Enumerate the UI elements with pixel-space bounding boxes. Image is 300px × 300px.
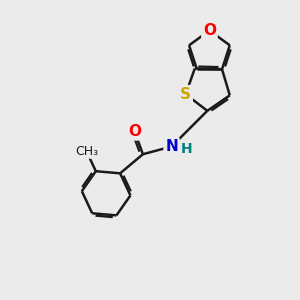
Text: N: N — [165, 139, 178, 154]
Text: S: S — [180, 87, 191, 102]
Text: CH₃: CH₃ — [75, 145, 98, 158]
Text: O: O — [128, 124, 141, 139]
Text: O: O — [203, 23, 216, 38]
Text: H: H — [181, 142, 193, 156]
